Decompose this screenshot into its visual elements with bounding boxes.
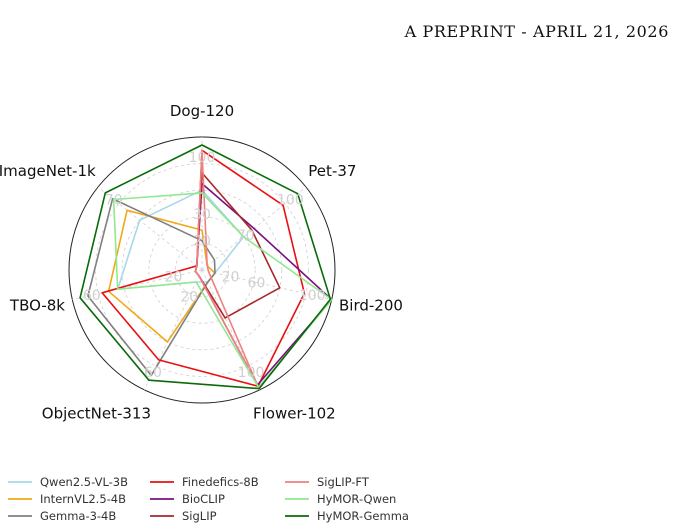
chart-legend: Qwen2.5-VL-3B InternVL2.5-4B Gemma-3-4B Fin…: [8, 475, 409, 523]
tick-label: 100: [277, 193, 304, 209]
spoke-7: [97, 186, 203, 271]
tick-label: 20: [222, 270, 240, 286]
spoke-6: [72, 269, 203, 300]
radar-series: [79, 144, 333, 390]
axis-label-flower-102: Flower-102: [253, 404, 336, 422]
tick-label: 60: [248, 275, 266, 291]
tick-label: 20: [165, 270, 183, 286]
series-gemma-3-4b: [87, 197, 216, 377]
axis-label-dog-120: Dog-120: [170, 102, 234, 120]
axis-labels: Dog-120 Pet-37 Bird-200 Flower-102 ObjectNet…: [0, 102, 403, 422]
legend-label: BioCLIP: [182, 492, 225, 506]
legend-label: Qwen2.5-VL-3B: [40, 475, 128, 489]
grid-ring-2: [148, 216, 256, 324]
legend-label: Gemma-3-4B: [40, 509, 116, 523]
axis-label-imagenet-1k: ImageNet-1k: [0, 162, 96, 180]
tick-label: 100: [238, 365, 265, 381]
spoke-3: [201, 269, 332, 300]
tick-label: 60: [83, 288, 101, 304]
axis-label-bird-200: Bird-200: [339, 296, 403, 314]
legend-label: SigLIP: [182, 509, 217, 523]
axis-label-tbo-8k: TBO-8k: [9, 296, 65, 314]
series-finedefics-8b: [101, 149, 306, 388]
tick-label: 30: [193, 207, 211, 223]
tick-label: 70: [105, 193, 123, 209]
legend-label: HyMOR-Gemma: [317, 509, 409, 523]
axis-label-objectnet-313: ObjectNet-313: [42, 404, 151, 422]
series-siglip-ft: [194, 149, 259, 388]
tick-label: 20: [193, 234, 211, 250]
legend-label: HyMOR-Qwen: [317, 492, 396, 506]
tick-label: 60: [144, 365, 162, 381]
radial-ticks: 100 30 20 100 70 100 60 20 100 60 20 60 20 70: [83, 150, 326, 381]
tick-label: 100: [299, 288, 326, 304]
tick-label: 20: [180, 289, 198, 305]
tick-label: 70: [237, 228, 255, 244]
grid-ring-1: [174, 242, 229, 297]
legend-label: Finedefics-8B: [182, 475, 259, 489]
page-header: A PREPRINT - APRIL 21, 2026: [404, 22, 669, 41]
tick-label: 100: [189, 150, 216, 166]
series-hymor-gemma: [79, 144, 332, 390]
legend-label: SigLIP-FT: [317, 475, 370, 489]
axis-label-pet-37: Pet-37: [308, 162, 356, 180]
grid-ring-3: [121, 189, 283, 351]
series-hymor-qwen: [112, 192, 333, 389]
legend-label: InternVL2.5-4B: [40, 492, 126, 506]
series-internvl2-5-4b: [107, 209, 216, 343]
